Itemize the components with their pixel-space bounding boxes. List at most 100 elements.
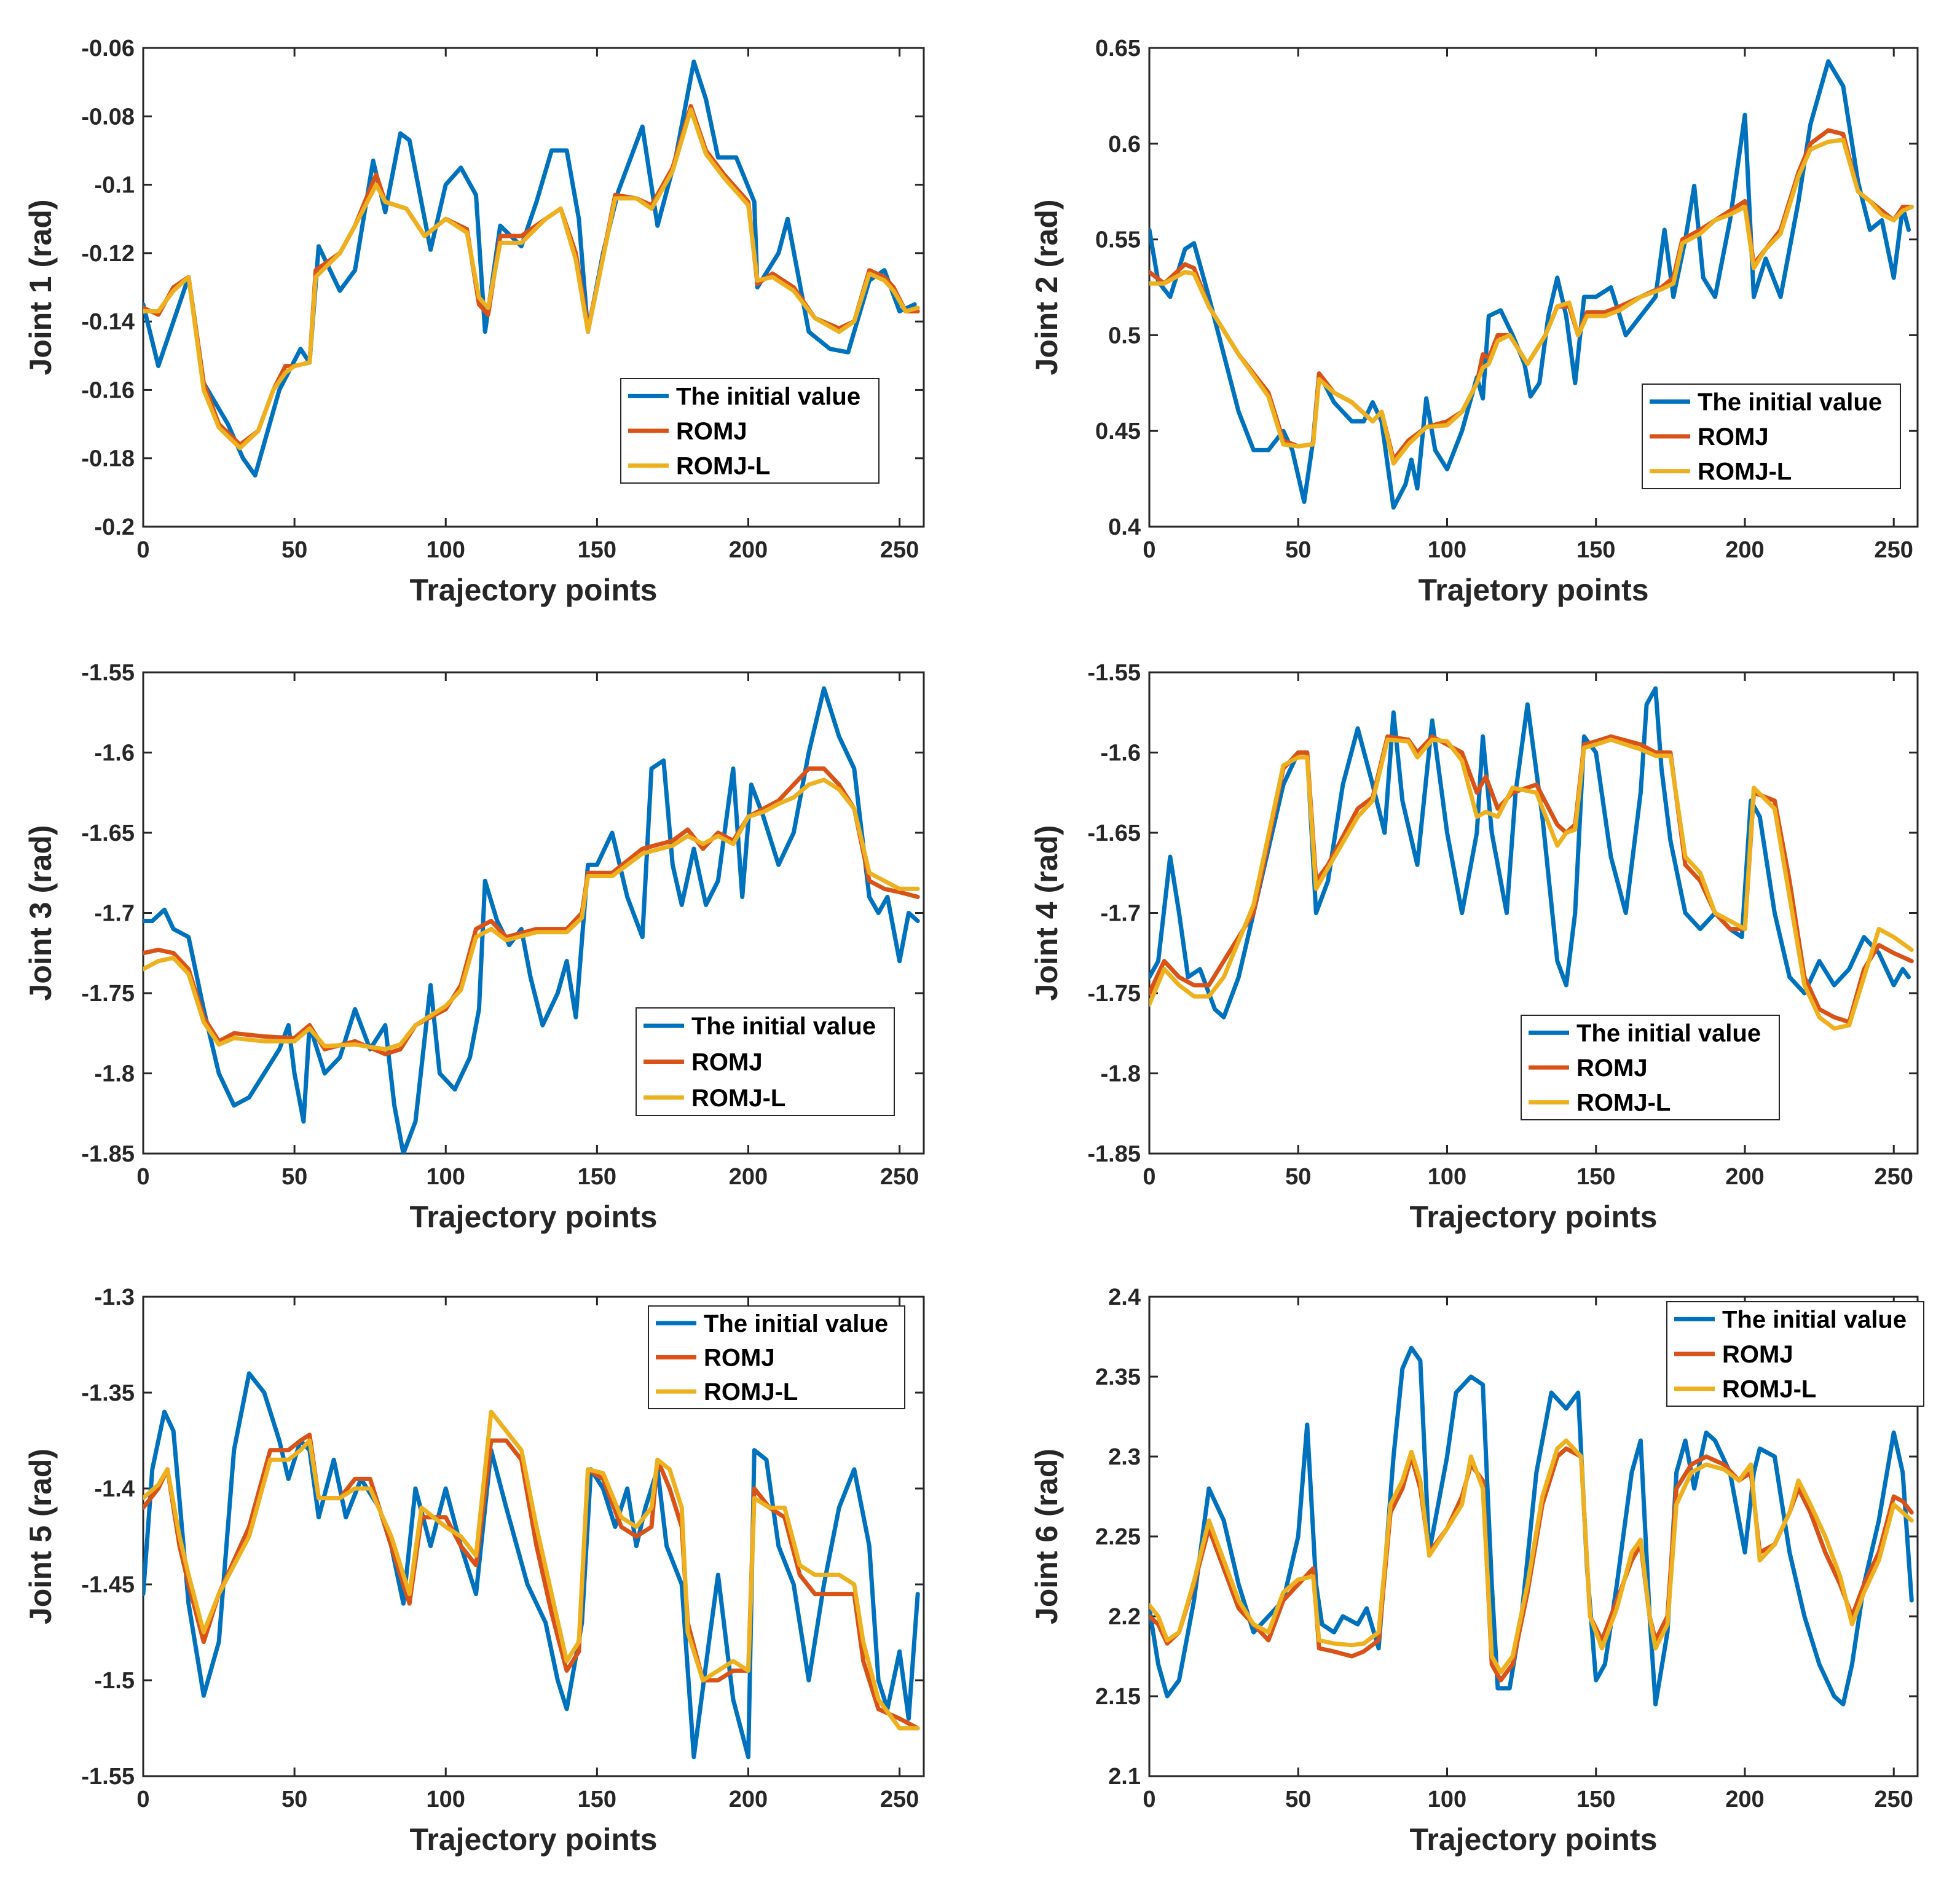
x-tick-label: 200 (1725, 1164, 1764, 1190)
legend-label: ROMJ (1576, 1055, 1648, 1082)
y-tick-label: -1.4 (95, 1476, 135, 1502)
x-axis-label: Trajectory points (410, 1200, 658, 1234)
chart-6: 0 50 100 150 200 250 2.1 2.15 2.2 2.25 2.3 2.35 2.4 T… (1029, 1284, 1924, 1857)
y-tick-label: -1.45 (81, 1572, 135, 1598)
series-line-romj (1149, 734, 1914, 1025)
series-line-initial (1149, 59, 1911, 510)
series-line-romjl (143, 107, 920, 450)
x-tick-label: 250 (1875, 1787, 1913, 1812)
y-tick-label: -1.55 (81, 1764, 135, 1790)
chart-1: 0 50 100 150 200 250 -0.2 -0.18 -0.16 -0.14 -0.12 -… (23, 36, 925, 607)
y-tick-label: 2.3 (1108, 1444, 1141, 1470)
x-tick-label: 50 (1285, 537, 1311, 563)
y-tick-label: -1.85 (1087, 1141, 1141, 1167)
legend: The initial value ROMJ ROMJ-L (636, 1007, 895, 1116)
x-tick-label: 150 (1576, 1787, 1615, 1812)
y-tick-label: 2.15 (1095, 1684, 1141, 1710)
series-line-initial (1149, 686, 1911, 1020)
y-tick-label: -0.14 (81, 309, 135, 335)
y-axis-label: Joint 5 (rad) (23, 1449, 58, 1624)
legend-label: The initial value (676, 383, 860, 410)
y-tick-label: -1.8 (1101, 1061, 1141, 1087)
x-tick-label: 150 (1576, 537, 1615, 563)
x-tick-label: 0 (136, 537, 149, 563)
chart-3: 0 50 100 150 200 250 -1.85 -1.8 -1.75 -1.7 -1.65 -1… (23, 660, 925, 1234)
series-line-initial (143, 59, 917, 478)
y-tick-label: -0.12 (81, 241, 135, 267)
series-line-initial (143, 1371, 920, 1760)
chart-2: 0 50 100 150 200 250 0.4 0.45 0.5 0.55 0.6 0.65 Traj… (1029, 36, 1919, 607)
y-tick-label: -1.6 (1101, 741, 1141, 766)
y-tick-label: -1.65 (81, 820, 135, 846)
y-tick-label: -0.16 (81, 377, 135, 403)
legend-label: ROMJ (704, 1345, 775, 1372)
x-tick-label: 50 (281, 537, 307, 563)
legend-label: ROMJ-L (676, 453, 770, 480)
x-axis-label: Trajectory points (1410, 1822, 1658, 1857)
x-tick-label: 200 (1725, 537, 1764, 563)
y-tick-label: 2.1 (1108, 1764, 1141, 1790)
x-tick-label: 100 (1428, 1787, 1466, 1812)
series-line-romj (143, 1433, 920, 1731)
x-tick-label: 150 (1576, 1164, 1615, 1190)
legend-label: ROMJ (676, 418, 747, 445)
x-tick-label: 150 (578, 537, 616, 563)
x-tick-label: 100 (1428, 537, 1466, 563)
x-tick-label: 250 (1875, 1164, 1913, 1190)
y-tick-label: -1.55 (81, 660, 135, 686)
y-tick-label: -1.8 (95, 1061, 135, 1087)
x-axis-label: Trajectory points (1410, 1200, 1658, 1234)
x-tick-label: 50 (1285, 1164, 1311, 1190)
legend-label: ROMJ-L (691, 1085, 785, 1112)
y-tick-label: -1.75 (1087, 981, 1141, 1007)
y-tick-label: 2.4 (1108, 1284, 1141, 1310)
x-tick-label: 0 (136, 1164, 149, 1190)
x-tick-label: 250 (880, 537, 919, 563)
y-tick-label: -1.3 (95, 1284, 135, 1310)
series-line-romjl (1149, 138, 1914, 466)
series-line-initial (143, 686, 920, 1154)
y-tick-label: 0.4 (1108, 514, 1141, 540)
x-tick-label: 0 (136, 1787, 149, 1812)
y-tick-label: 2.25 (1095, 1524, 1141, 1550)
legend-label: ROMJ-L (1722, 1376, 1816, 1403)
y-tick-label: -0.06 (81, 36, 135, 61)
y-tick-label: -1.6 (95, 741, 135, 766)
legend-label: The initial value (691, 1013, 876, 1040)
legend-label: ROMJ (1698, 423, 1769, 450)
legend-label: The initial value (704, 1310, 888, 1337)
y-tick-label: 0.6 (1108, 132, 1141, 157)
x-tick-label: 200 (1725, 1787, 1764, 1812)
y-axis-label: Joint 2 (rad) (1029, 199, 1064, 375)
y-tick-label: 0.45 (1095, 419, 1141, 444)
legend-label: ROMJ-L (1698, 458, 1792, 486)
legend-label: ROMJ (691, 1049, 763, 1076)
y-tick-label: 2.35 (1095, 1364, 1141, 1390)
x-tick-label: 250 (880, 1164, 919, 1190)
x-tick-label: 200 (729, 537, 768, 563)
legend: The initial value ROMJ ROMJ-L (620, 378, 880, 484)
legend-label: ROMJ-L (1576, 1090, 1671, 1117)
y-axis-label: Joint 3 (rad) (23, 825, 58, 1001)
y-axis-label: Joint 4 (rad) (1029, 825, 1064, 1001)
x-tick-label: 200 (729, 1787, 768, 1812)
y-tick-label: -0.08 (81, 104, 135, 130)
x-tick-label: 150 (578, 1787, 616, 1812)
y-axis-label: Joint 1 (rad) (23, 199, 58, 375)
series-line-romjl (143, 777, 920, 1052)
legend-label: The initial value (1698, 388, 1882, 415)
series-line-romjl (1149, 1438, 1914, 1675)
y-tick-label: -0.18 (81, 446, 135, 472)
legend-label: ROMJ (1722, 1341, 1793, 1368)
x-tick-label: 200 (729, 1164, 768, 1190)
series-line-initial (1149, 1345, 1914, 1707)
y-tick-label: 2.2 (1108, 1604, 1141, 1630)
legend-label: The initial value (1576, 1020, 1761, 1047)
chart-5: 0 50 100 150 200 250 -1.55 -1.5 -1.45 -1.4 -1.35 -1… (23, 1284, 925, 1857)
y-tick-label: -0.1 (95, 173, 135, 199)
y-tick-label: -0.2 (95, 514, 135, 540)
x-tick-label: 0 (1143, 1164, 1155, 1190)
legend-label: ROMJ-L (704, 1379, 798, 1406)
y-tick-label: -1.55 (1087, 660, 1141, 686)
y-tick-label: -1.85 (81, 1141, 135, 1167)
